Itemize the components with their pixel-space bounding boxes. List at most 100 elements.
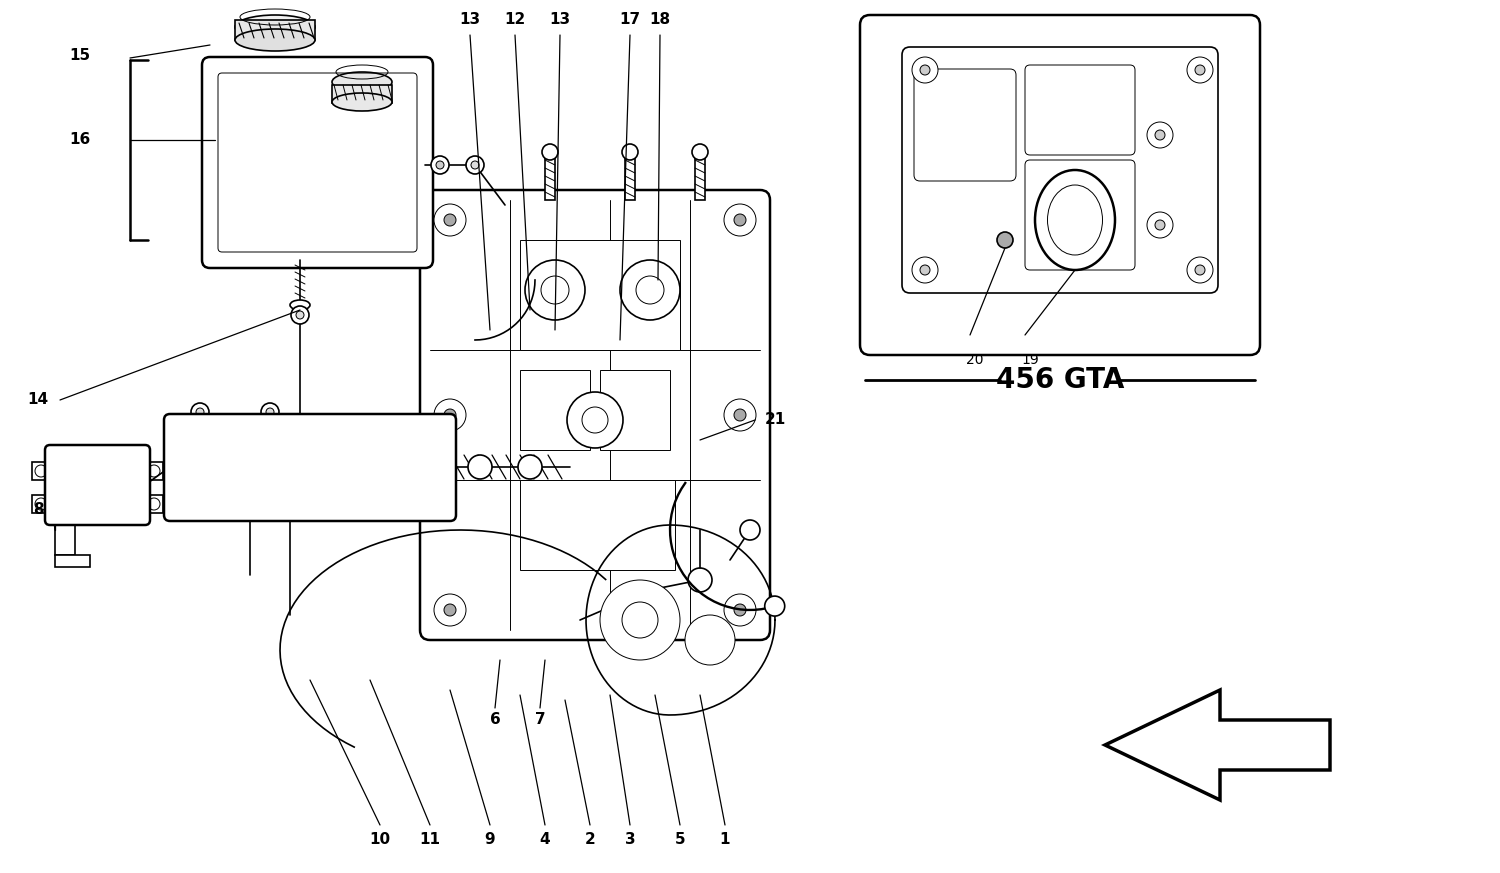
Text: 6: 6 xyxy=(489,712,501,727)
Circle shape xyxy=(582,407,608,433)
Circle shape xyxy=(148,498,160,510)
Text: 5: 5 xyxy=(675,833,686,848)
Circle shape xyxy=(1186,57,1214,83)
Circle shape xyxy=(912,57,938,83)
Polygon shape xyxy=(1106,690,1330,800)
Circle shape xyxy=(1155,130,1166,140)
Circle shape xyxy=(1196,65,1204,75)
Bar xyxy=(146,462,164,480)
Circle shape xyxy=(291,306,309,324)
Text: 13: 13 xyxy=(549,12,570,28)
Bar xyxy=(56,520,75,555)
Text: 9: 9 xyxy=(484,833,495,848)
Circle shape xyxy=(430,156,448,174)
Text: 15: 15 xyxy=(69,47,90,63)
Text: 11: 11 xyxy=(420,833,441,848)
Circle shape xyxy=(692,144,708,160)
Circle shape xyxy=(1148,212,1173,238)
Circle shape xyxy=(436,161,444,169)
Circle shape xyxy=(433,594,466,626)
Ellipse shape xyxy=(236,29,315,51)
Circle shape xyxy=(622,602,658,638)
Ellipse shape xyxy=(332,72,392,92)
Text: 8: 8 xyxy=(33,503,44,518)
Circle shape xyxy=(686,615,735,665)
Text: 456 GTA: 456 GTA xyxy=(996,366,1124,394)
Bar xyxy=(236,20,315,40)
FancyBboxPatch shape xyxy=(420,190,770,640)
FancyBboxPatch shape xyxy=(902,47,1218,293)
Circle shape xyxy=(34,465,46,477)
Circle shape xyxy=(620,260,680,320)
Circle shape xyxy=(178,445,222,489)
Circle shape xyxy=(466,157,483,173)
Bar xyxy=(694,155,705,200)
Text: 17: 17 xyxy=(620,12,640,28)
Circle shape xyxy=(912,257,938,283)
Text: 3: 3 xyxy=(624,833,636,848)
Text: 13: 13 xyxy=(459,12,480,28)
Circle shape xyxy=(34,498,46,510)
Text: 18: 18 xyxy=(650,12,670,28)
Circle shape xyxy=(525,260,585,320)
Circle shape xyxy=(734,409,746,421)
Bar xyxy=(544,155,555,200)
Circle shape xyxy=(468,455,492,479)
Circle shape xyxy=(542,276,568,304)
Circle shape xyxy=(260,456,280,478)
Text: 16: 16 xyxy=(69,133,90,148)
Circle shape xyxy=(567,392,622,448)
Circle shape xyxy=(734,604,746,616)
Circle shape xyxy=(1196,265,1204,275)
Circle shape xyxy=(74,461,122,509)
FancyBboxPatch shape xyxy=(859,15,1260,355)
Bar xyxy=(600,370,670,450)
Circle shape xyxy=(86,473,109,497)
Circle shape xyxy=(148,465,160,477)
Circle shape xyxy=(724,204,756,236)
Bar xyxy=(520,240,680,350)
Bar xyxy=(56,555,90,567)
Circle shape xyxy=(600,580,680,660)
Circle shape xyxy=(444,214,456,226)
Circle shape xyxy=(296,311,304,319)
Text: 10: 10 xyxy=(369,833,390,848)
Circle shape xyxy=(266,408,274,416)
Circle shape xyxy=(466,156,484,174)
Circle shape xyxy=(433,399,466,431)
Circle shape xyxy=(998,232,1012,248)
Circle shape xyxy=(422,459,438,475)
Ellipse shape xyxy=(236,15,315,39)
Circle shape xyxy=(189,456,211,478)
Text: 2: 2 xyxy=(585,833,596,848)
Bar xyxy=(520,370,590,450)
Circle shape xyxy=(1155,220,1166,230)
Circle shape xyxy=(433,204,466,236)
Circle shape xyxy=(472,162,478,168)
Circle shape xyxy=(196,408,204,416)
Circle shape xyxy=(688,568,712,592)
Ellipse shape xyxy=(1035,170,1114,270)
Circle shape xyxy=(765,596,784,616)
Circle shape xyxy=(920,65,930,75)
Bar xyxy=(626,155,634,200)
FancyBboxPatch shape xyxy=(164,414,456,521)
Circle shape xyxy=(636,276,664,304)
Circle shape xyxy=(622,144,638,160)
Text: 4: 4 xyxy=(540,833,550,848)
FancyBboxPatch shape xyxy=(202,57,433,268)
Circle shape xyxy=(724,594,756,626)
Circle shape xyxy=(734,214,746,226)
Text: 19: 19 xyxy=(1022,353,1040,367)
Text: 12: 12 xyxy=(504,12,525,28)
Circle shape xyxy=(444,409,456,421)
Circle shape xyxy=(1186,257,1214,283)
Bar xyxy=(32,462,50,480)
Bar xyxy=(32,495,50,513)
Circle shape xyxy=(920,265,930,275)
Bar xyxy=(146,495,164,513)
Circle shape xyxy=(724,399,756,431)
Ellipse shape xyxy=(290,300,310,310)
Text: 7: 7 xyxy=(534,712,546,727)
Circle shape xyxy=(740,520,760,540)
